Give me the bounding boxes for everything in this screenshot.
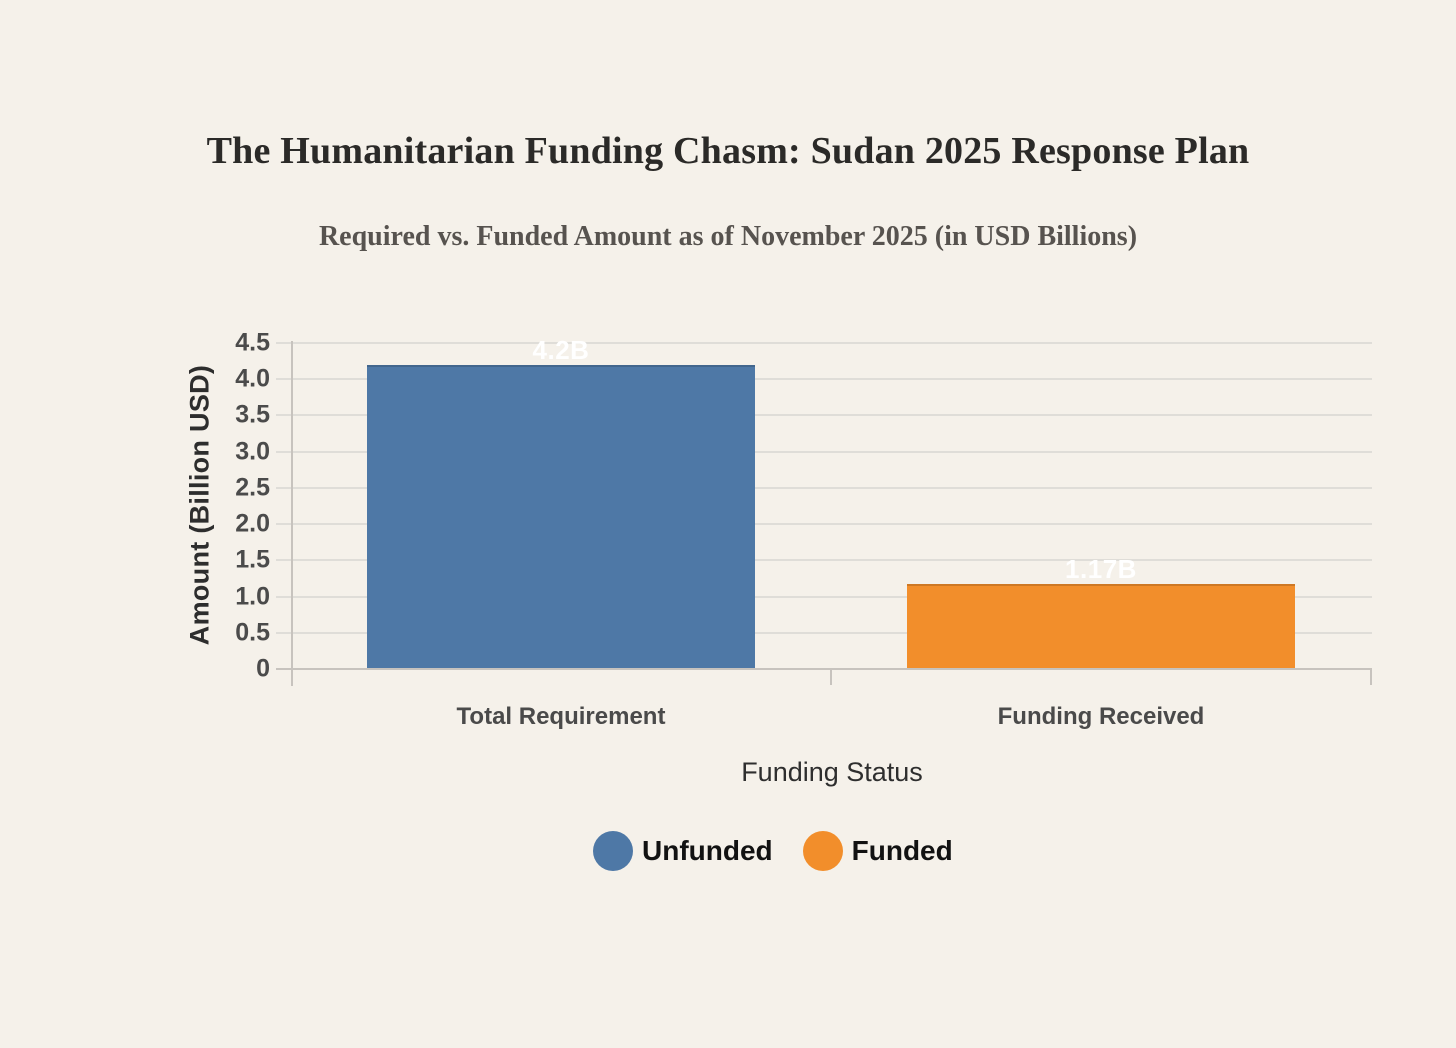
gridline — [276, 450, 1372, 453]
gridline — [276, 595, 1372, 598]
plot-area: 4.2B 1.17B — [276, 335, 1372, 669]
y-tick-label: 1.5 — [235, 545, 270, 574]
y-tick-label: 3.5 — [235, 400, 270, 429]
y-tick-label: 4.5 — [235, 328, 270, 357]
legend-item-funded[interactable]: Funded — [802, 831, 953, 871]
gridline — [276, 631, 1372, 634]
y-tick-label: 1.0 — [235, 582, 270, 611]
y-tick-label: 0.5 — [235, 618, 270, 647]
gridline — [276, 523, 1372, 526]
x-axis-title: Funding Status — [741, 757, 923, 787]
legend-label: Funded — [851, 835, 953, 866]
y-tick-label: 2.0 — [235, 509, 270, 538]
chart-title: The Humanitarian Funding Chasm: Sudan 20… — [206, 130, 1250, 172]
y-tick-label: 2.5 — [235, 473, 270, 502]
unfunded-swatch-icon — [593, 831, 633, 871]
gridline — [276, 559, 1372, 562]
gridline — [276, 486, 1372, 489]
bar-value-label: 4.2B — [532, 334, 590, 365]
legend-label: Unfunded — [642, 835, 773, 866]
gridline — [276, 378, 1372, 381]
x-axis-tick-right — [1370, 669, 1372, 685]
y-axis-line — [291, 341, 293, 686]
legend-item-unfunded[interactable]: Unfunded — [593, 831, 773, 871]
chart-legend: Unfunded Funded — [593, 831, 953, 871]
x-axis-tick-middle — [830, 669, 832, 685]
x-axis-line — [276, 668, 1372, 670]
y-tick-label: 4.0 — [235, 364, 270, 393]
bar-total-requirement[interactable]: 4.2B — [367, 335, 755, 669]
chart-subtitle: Required vs. Funded Amount as of Novembe… — [318, 221, 1138, 252]
gridline — [276, 414, 1372, 417]
bar-funding-received[interactable]: 1.17B — [907, 554, 1295, 669]
bar-value-label: 1.17B — [1065, 554, 1137, 585]
category-label-total-requirement: Total Requirement — [456, 703, 666, 730]
y-tick-label: 3.0 — [235, 437, 270, 466]
y-tick-label: 0 — [256, 654, 270, 683]
y-axis-tick-labels: 0 0.5 1.0 1.5 2.0 2.5 3.0 3.5 4.0 4.5 — [0, 329, 270, 683]
gridline — [276, 342, 1372, 344]
category-label-funding-received: Funding Received — [997, 703, 1205, 730]
funded-swatch-icon — [802, 831, 843, 871]
